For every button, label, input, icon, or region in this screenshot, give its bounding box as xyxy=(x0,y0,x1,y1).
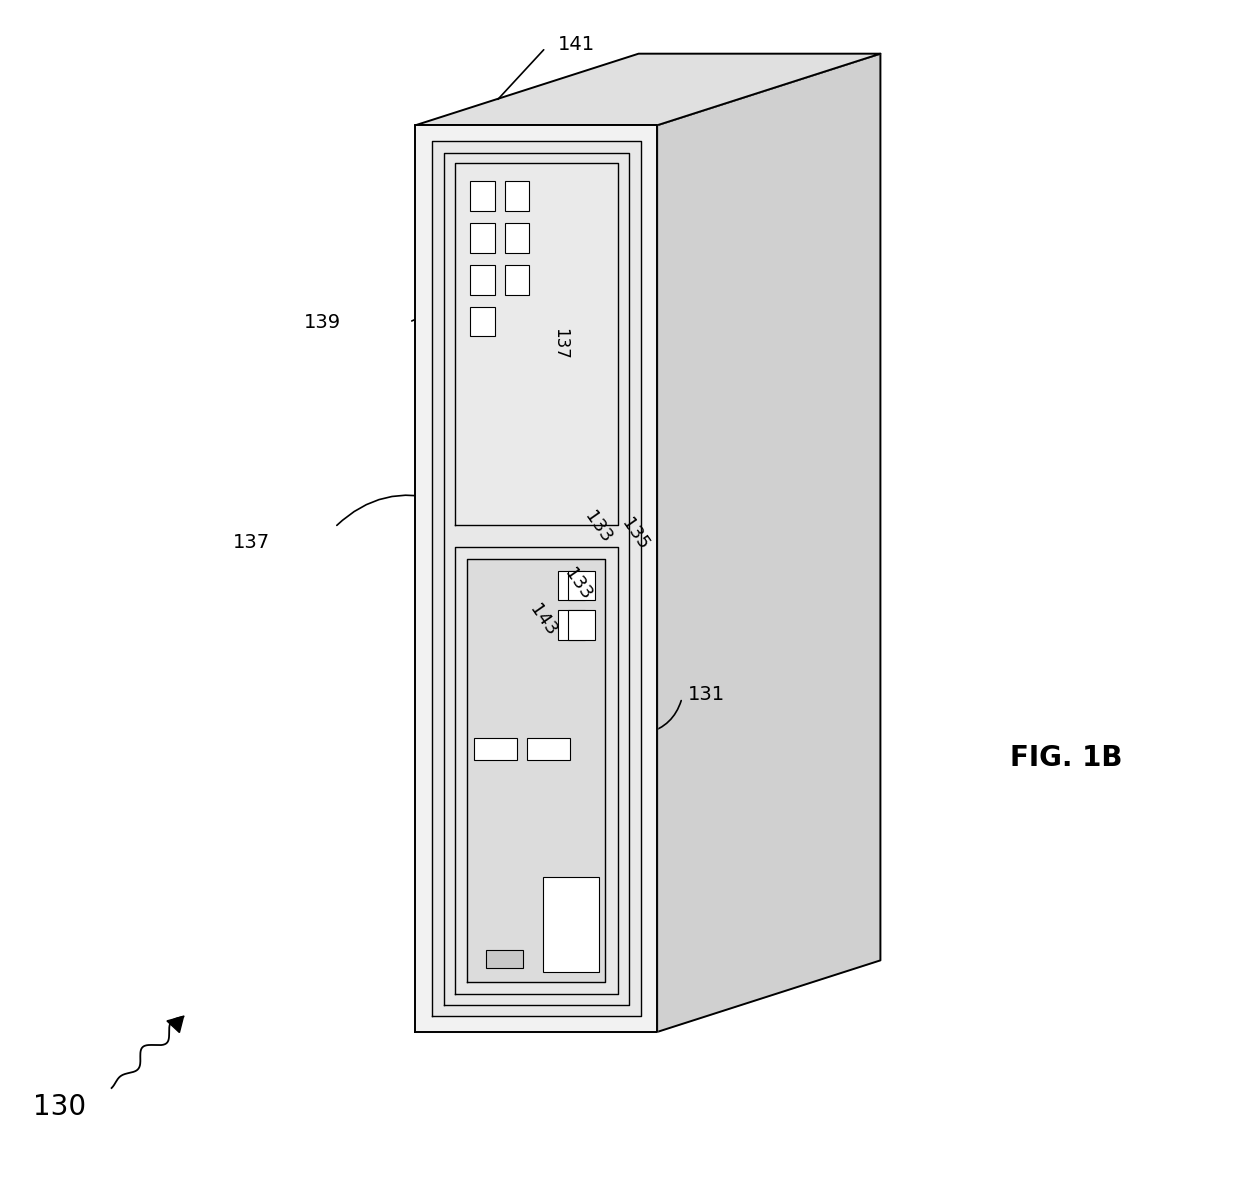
Text: 131: 131 xyxy=(688,685,725,704)
Polygon shape xyxy=(455,546,618,994)
Bar xyxy=(470,307,495,336)
Bar xyxy=(505,223,529,253)
Bar xyxy=(527,738,570,760)
Polygon shape xyxy=(167,1016,184,1032)
Text: 133: 133 xyxy=(580,508,615,546)
Polygon shape xyxy=(415,125,657,1032)
Bar xyxy=(568,610,595,639)
Bar xyxy=(470,223,495,253)
Text: 143: 143 xyxy=(526,601,560,639)
Text: FIG. 1B: FIG. 1B xyxy=(1011,743,1122,772)
Bar xyxy=(470,181,495,211)
Text: 133: 133 xyxy=(560,565,595,604)
Polygon shape xyxy=(657,54,880,1032)
Text: 137: 137 xyxy=(233,533,270,552)
Text: 135: 135 xyxy=(618,515,652,554)
Polygon shape xyxy=(467,558,605,982)
Text: 141: 141 xyxy=(558,35,595,54)
Text: 130: 130 xyxy=(33,1093,86,1121)
Bar xyxy=(543,877,599,972)
Polygon shape xyxy=(432,141,641,1016)
Bar xyxy=(505,181,529,211)
Bar xyxy=(568,570,595,600)
Polygon shape xyxy=(444,153,629,1005)
Bar xyxy=(558,570,585,600)
Text: 137: 137 xyxy=(552,328,569,360)
Bar xyxy=(505,265,529,295)
Bar xyxy=(558,610,585,639)
Bar xyxy=(486,950,523,968)
Text: 139: 139 xyxy=(304,313,341,332)
Polygon shape xyxy=(455,163,618,525)
Polygon shape xyxy=(415,54,880,125)
Bar xyxy=(474,738,517,760)
Bar xyxy=(470,265,495,295)
